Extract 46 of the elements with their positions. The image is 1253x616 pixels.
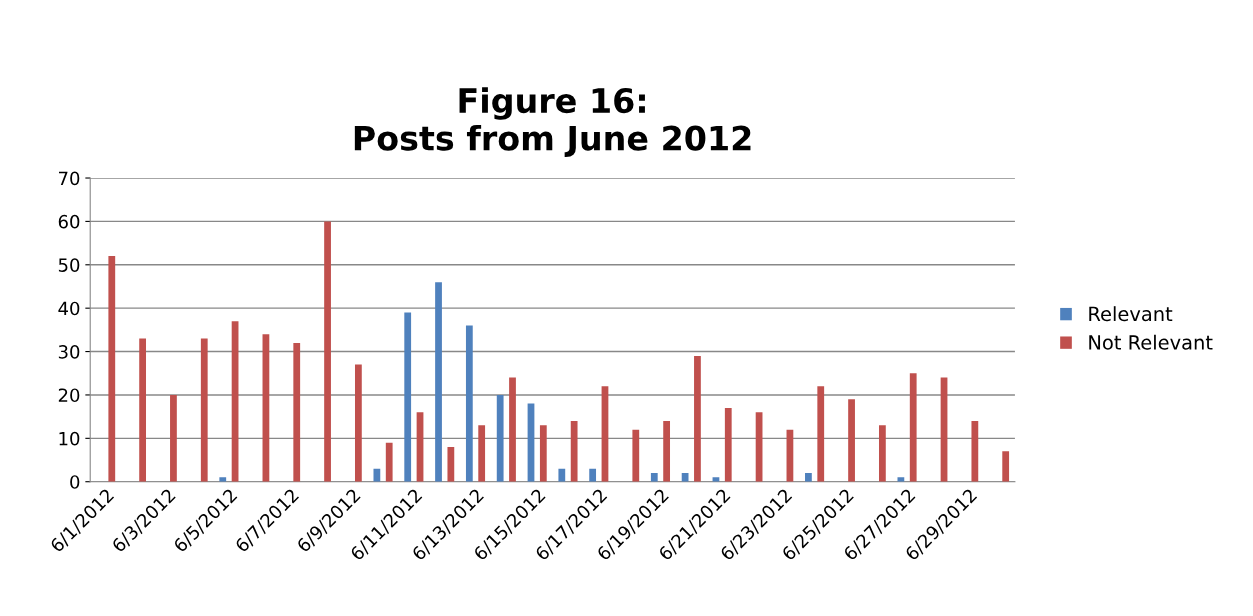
bar: [478, 425, 486, 482]
y-tick-label: 0: [70, 475, 80, 489]
bar: [848, 399, 855, 482]
bar: [108, 256, 116, 482]
chart-title: Figure 16: Posts from June 2012: [354, 87, 751, 157]
y-tick-label: 30: [58, 345, 80, 359]
bar: [435, 282, 442, 482]
bar: [589, 468, 597, 482]
bar: [170, 394, 177, 482]
bar: [539, 425, 547, 482]
bar: [404, 312, 412, 482]
bar: [897, 477, 905, 482]
bar: [139, 338, 147, 482]
bar: [909, 373, 917, 482]
bar: [219, 477, 227, 482]
bar: [293, 342, 301, 482]
bar: [324, 221, 331, 482]
legend-label: Not Relevant: [1089, 334, 1213, 350]
bar: [805, 473, 812, 482]
bar: [724, 407, 732, 482]
bar: [879, 425, 886, 482]
bar: [447, 447, 455, 482]
y-tick-label: 40: [58, 301, 80, 316]
bar: [496, 394, 504, 482]
bar: [632, 429, 640, 482]
bar: [373, 468, 381, 482]
bar: [971, 420, 979, 482]
bar: [650, 473, 658, 482]
y-tick-label: 20: [58, 388, 80, 403]
bar: [385, 442, 393, 482]
bar: [465, 325, 473, 482]
bar: [817, 386, 825, 482]
y-tick-label: 10: [59, 431, 80, 446]
bar: [354, 364, 362, 482]
y-tick-label: 50: [58, 258, 80, 272]
bar: [509, 377, 516, 482]
bar: [558, 468, 566, 482]
bar: [681, 473, 689, 482]
bar: [694, 355, 701, 482]
legend-label: Relevant: [1089, 306, 1173, 322]
y-tick-label: 70: [59, 171, 80, 186]
bar: [663, 420, 671, 482]
bar: [1002, 451, 1010, 482]
bar: [570, 420, 578, 482]
y-tick-label: 60: [58, 214, 80, 229]
bar: [200, 338, 208, 482]
